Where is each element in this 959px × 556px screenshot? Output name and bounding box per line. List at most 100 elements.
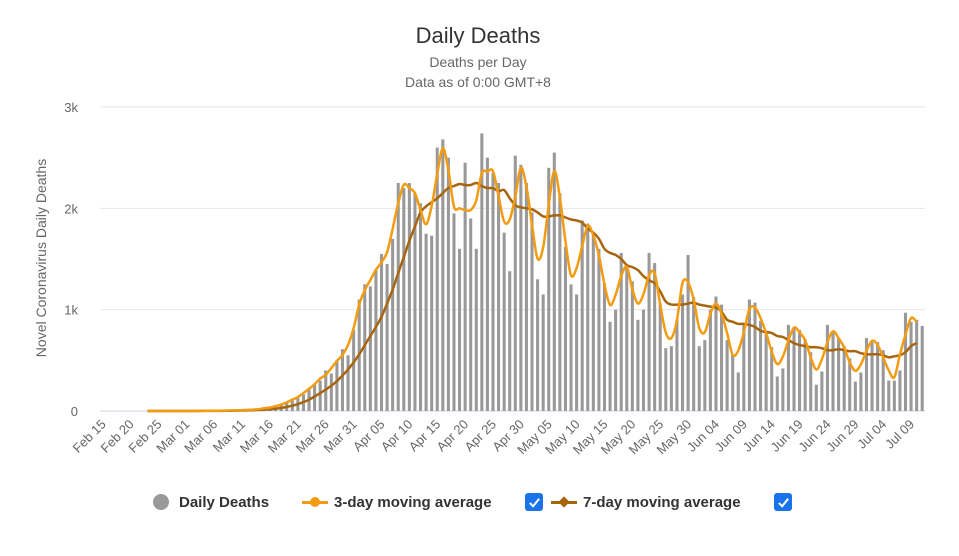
bar-daily-deaths[interactable] [853,381,857,411]
checkbox-3-day-moving-average[interactable] [525,493,543,511]
bar-daily-deaths[interactable] [903,312,908,411]
bar-daily-deaths[interactable] [759,320,763,411]
bar-daily-deaths[interactable] [407,183,411,411]
bar-daily-deaths[interactable] [820,371,824,411]
bar-daily-deaths[interactable] [502,232,506,411]
bar-daily-deaths[interactable] [842,346,846,411]
bar-daily-deaths[interactable] [742,324,746,411]
bar-daily-deaths[interactable] [575,294,579,411]
bar-daily-deaths[interactable] [530,212,534,411]
checkbox-7-day-moving-average[interactable] [774,493,792,511]
bar-daily-deaths[interactable] [491,172,495,411]
bar-daily-deaths[interactable] [541,294,545,411]
bar-daily-deaths[interactable] [898,370,902,411]
bar-daily-deaths[interactable] [547,167,551,411]
bar-daily-deaths[interactable] [497,183,501,411]
bar-daily-deaths[interactable] [747,299,751,411]
bar-daily-deaths[interactable] [552,152,556,411]
bar-daily-deaths[interactable] [792,327,796,411]
bar-daily-deaths[interactable] [430,235,434,411]
bar-daily-deaths[interactable] [848,358,852,411]
bar-daily-deaths[interactable] [446,157,450,411]
bar-daily-deaths[interactable] [463,162,467,411]
bar-daily-deaths[interactable] [580,220,584,411]
bar-daily-deaths[interactable] [513,155,517,411]
bar-daily-deaths[interactable] [614,309,618,411]
line-3-day-moving-average[interactable] [147,146,918,413]
bar-daily-deaths[interactable] [558,193,562,411]
bar-daily-deaths[interactable] [458,248,462,411]
bar-daily-deaths[interactable] [870,342,874,411]
bar-daily-deaths[interactable] [680,294,685,411]
bar-daily-deaths[interactable] [814,384,818,411]
bar-daily-deaths[interactable] [602,283,607,411]
bar-daily-deaths[interactable] [725,340,729,411]
bar-daily-deaths[interactable] [329,373,333,411]
bar-daily-deaths[interactable] [753,302,757,411]
bar-daily-deaths[interactable] [786,324,790,411]
bar-daily-deaths[interactable] [697,346,701,411]
bar-daily-deaths[interactable] [508,271,512,411]
bar-daily-deaths[interactable] [391,238,395,411]
bar-daily-deaths[interactable] [519,164,523,411]
bar-daily-deaths[interactable] [798,329,802,411]
bar-daily-deaths[interactable] [563,246,567,411]
bar-daily-deaths[interactable] [346,355,350,411]
bar-daily-deaths[interactable] [586,223,590,411]
bar-daily-deaths[interactable] [524,183,528,411]
bar-daily-deaths[interactable] [318,380,322,411]
bar-daily-deaths[interactable] [881,350,885,411]
bar-daily-deaths[interactable] [675,319,679,411]
bar-daily-deaths[interactable] [664,348,668,411]
bar-daily-deaths[interactable] [396,183,400,411]
bar-daily-deaths[interactable] [368,286,372,411]
bar-daily-deaths[interactable] [608,321,612,411]
bar-daily-deaths[interactable] [435,147,439,412]
bar-daily-deaths[interactable] [692,297,696,411]
bar-daily-deaths[interactable] [385,264,389,411]
bar-daily-deaths[interactable] [647,252,651,411]
bar-daily-deaths[interactable] [452,213,456,411]
bar-daily-deaths[interactable] [340,349,345,411]
bar-daily-deaths[interactable] [736,372,740,411]
bar-daily-deaths[interactable] [424,233,428,411]
bar-daily-deaths[interactable] [731,354,735,411]
bar-daily-deaths[interactable] [597,248,601,411]
bar-daily-deaths[interactable] [831,330,835,411]
bar-daily-deaths[interactable] [708,309,712,411]
bar-daily-deaths[interactable] [536,279,540,411]
bar-daily-deaths[interactable] [915,319,919,411]
bar-daily-deaths[interactable] [775,376,779,411]
bar-daily-deaths[interactable] [781,368,785,411]
bar-daily-deaths[interactable] [653,263,657,411]
bar-daily-deaths[interactable] [892,380,896,411]
bar-daily-deaths[interactable] [379,253,384,411]
bar-daily-deaths[interactable] [803,339,807,411]
legend-item-7-day-moving-average[interactable]: 7-day moving average [551,488,741,516]
bar-daily-deaths[interactable] [864,338,869,411]
bar-daily-deaths[interactable] [413,193,417,411]
bar-daily-deaths[interactable] [714,296,718,411]
bar-daily-deaths[interactable] [859,372,863,411]
bar-daily-deaths[interactable] [619,252,623,411]
legend-item-daily-deaths[interactable]: Daily Deaths [153,488,269,516]
bar-daily-deaths[interactable] [876,342,880,411]
bar-daily-deaths[interactable] [887,380,891,411]
legend-item-3-day-moving-average[interactable]: 3-day moving average [302,488,492,516]
bar-daily-deaths[interactable] [669,346,673,411]
bar-daily-deaths[interactable] [625,266,629,411]
bar-daily-deaths[interactable] [469,218,473,411]
bar-daily-deaths[interactable] [825,324,829,411]
bar-daily-deaths[interactable] [920,325,924,411]
bar-daily-deaths[interactable] [441,139,445,411]
bar-daily-deaths[interactable] [764,330,768,411]
bar-daily-deaths[interactable] [837,338,841,411]
bar-daily-deaths[interactable] [703,340,707,411]
bar-daily-deaths[interactable] [909,321,913,411]
bar-daily-deaths[interactable] [770,347,774,411]
bar-daily-deaths[interactable] [402,188,406,411]
bar-daily-deaths[interactable] [630,281,634,411]
bar-daily-deaths[interactable] [480,133,484,411]
bar-daily-deaths[interactable] [569,284,573,411]
bar-daily-deaths[interactable] [641,309,646,411]
